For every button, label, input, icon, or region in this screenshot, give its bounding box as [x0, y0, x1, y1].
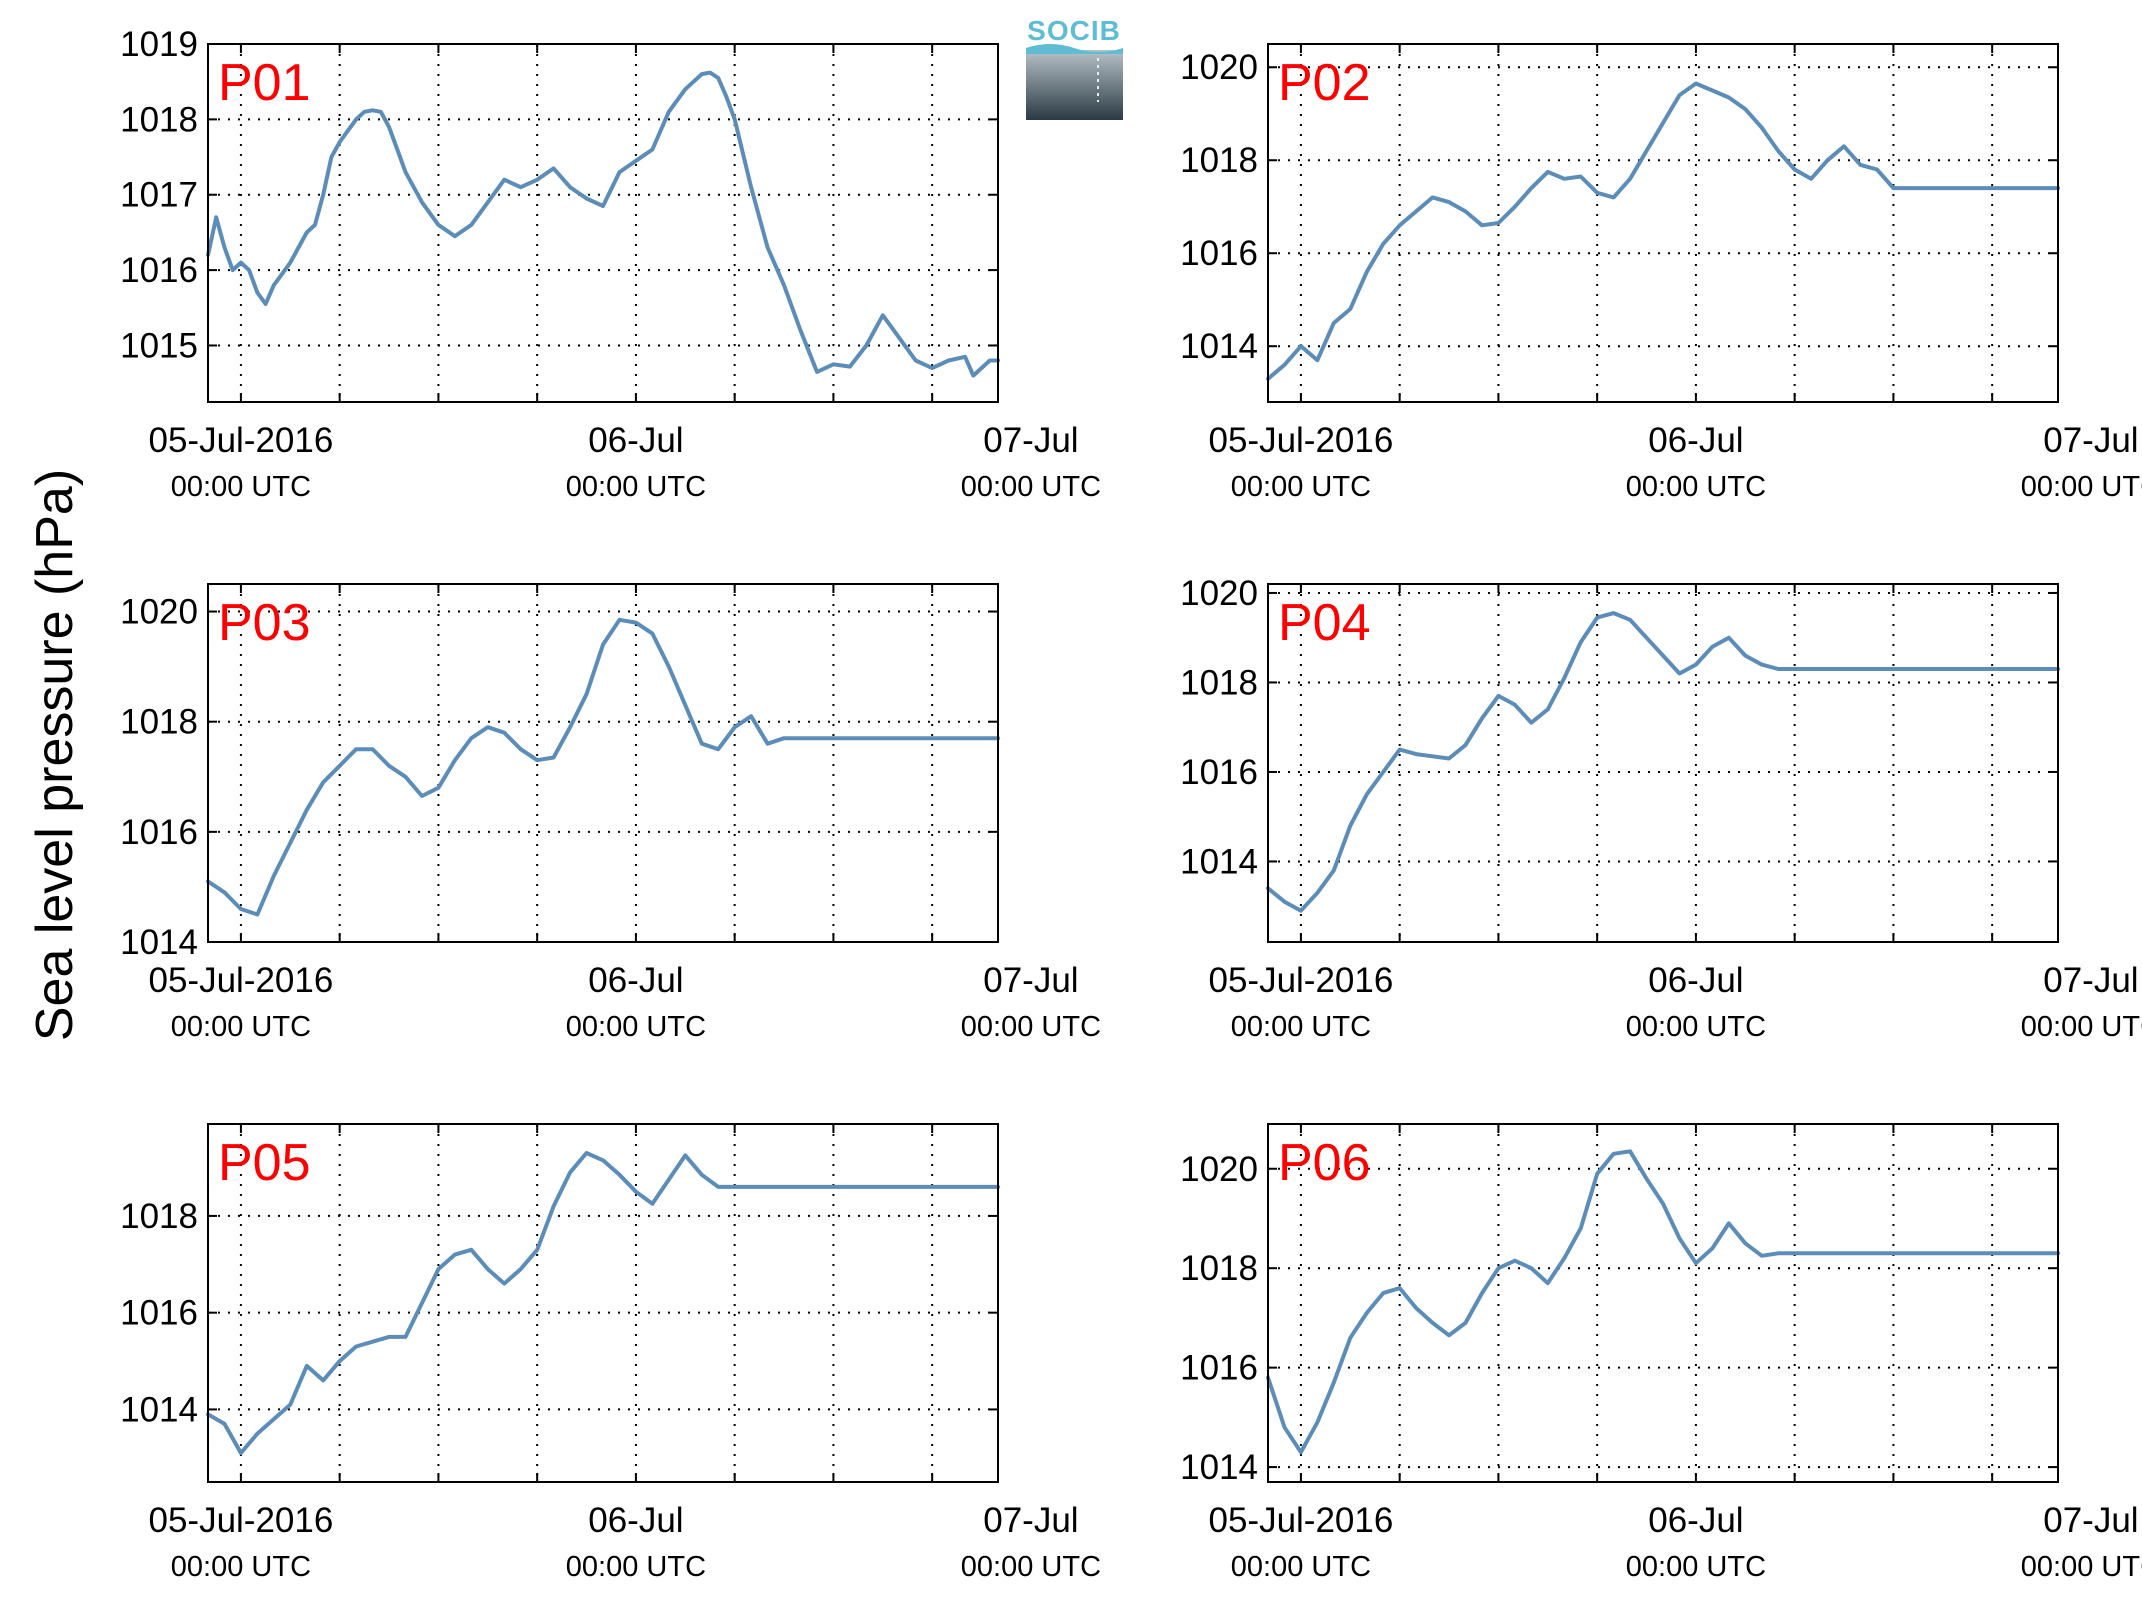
station-label: P03 [218, 594, 311, 652]
y-tick-label: 1018 [120, 703, 198, 742]
x-tick-time-label: 00:00 UTC [566, 1551, 706, 1583]
y-tick-label: 1014 [120, 1390, 198, 1429]
axes-frame [207, 43, 999, 403]
x-tick-date-label: 07-Jul [983, 421, 1078, 460]
series-line-p03 [206, 617, 1000, 917]
station-label: P02 [1278, 54, 1371, 112]
axes-frame [1267, 1123, 2059, 1483]
x-tick-date-label: 06-Jul [1648, 961, 1743, 1000]
y-tick-label: 1014 [120, 923, 198, 962]
x-tick-date-label: 07-Jul [983, 961, 1078, 1000]
y-tick-label: 1020 [1180, 1150, 1258, 1189]
x-tick-date-label: 05-Jul-2016 [1208, 421, 1393, 460]
x-tick-time-label: 00:00 UTC [2021, 471, 2142, 503]
y-tick-label: 1016 [120, 1294, 198, 1333]
x-tick-time-label: 00:00 UTC [566, 1011, 706, 1043]
x-tick-time-label: 00:00 UTC [171, 1551, 311, 1583]
logo-wave-icon [1026, 44, 1123, 54]
x-tick-date-label: 06-Jul [588, 961, 683, 1000]
x-tick-time-label: 00:00 UTC [961, 1011, 1101, 1043]
x-tick-date-label: 05-Jul-2016 [148, 421, 333, 460]
y-axis-label: Sea level pressure (hPa) [26, 469, 84, 1041]
station-label: P01 [218, 54, 311, 112]
x-tick-date-label: 07-Jul [983, 1501, 1078, 1540]
x-tick-date-label: 05-Jul-2016 [1208, 1501, 1393, 1540]
axes-frame [1267, 583, 2059, 943]
y-tick-label: 1020 [120, 593, 198, 632]
x-tick-date-label: 07-Jul [2043, 421, 2138, 460]
x-tick-time-label: 00:00 UTC [1626, 471, 1766, 503]
x-tick-time-label: 00:00 UTC [566, 471, 706, 503]
chart-panel-p06: 1014 1016 1018 1020 P06 05-Jul-2016 00:00 UTC 0… [1180, 1123, 2142, 1583]
series-line-p01 [206, 70, 1000, 378]
chart-panel-p02: 1014 1016 1018 1020 P02 05-Jul-2016 00:00 UTC 0… [1180, 43, 2142, 503]
x-tick-time-label: 00:00 UTC [171, 1011, 311, 1043]
chart-panel-p04: 1014 1016 1018 1020 P04 05-Jul-2016 00:00 UTC 0… [1180, 574, 2142, 1043]
series-line-p02 [1266, 81, 2060, 381]
x-tick-time-label: 00:00 UTC [171, 471, 311, 503]
y-tick-label: 1018 [1180, 141, 1258, 180]
chart-panel-p05: 1014 1016 1018 P05 05-Jul-2016 00:00 UTC 06-Ju… [120, 1123, 1101, 1583]
socib-logo: SOCIB [1026, 15, 1123, 120]
x-tick-time-label: 00:00 UTC [961, 1551, 1101, 1583]
y-tick-label: 1018 [120, 1197, 198, 1236]
x-tick-date-label: 05-Jul-2016 [148, 961, 333, 1000]
y-tick-label: 1016 [1180, 1349, 1258, 1388]
x-tick-time-label: 00:00 UTC [1626, 1011, 1766, 1043]
x-tick-time-label: 00:00 UTC [1231, 1011, 1371, 1043]
axes-frame [207, 1123, 999, 1483]
y-tick-label: 1019 [120, 25, 198, 64]
x-tick-date-label: 06-Jul [1648, 421, 1743, 460]
series-line-p06 [1266, 1149, 2060, 1455]
y-tick-label: 1016 [1180, 234, 1258, 273]
station-label: P05 [218, 1134, 311, 1192]
y-tick-label: 1018 [120, 100, 198, 139]
y-tick-label: 1020 [1180, 48, 1258, 87]
y-tick-label: 1016 [1180, 753, 1258, 792]
logo-text: SOCIB [1027, 15, 1121, 46]
station-label: P04 [1278, 594, 1371, 652]
x-tick-time-label: 00:00 UTC [2021, 1551, 2142, 1583]
y-tick-label: 1014 [1180, 327, 1258, 366]
x-tick-date-label: 07-Jul [2043, 961, 2138, 1000]
chart-panel-p01: 1015 1016 1017 1018 1019 P01 05-Jul-2016 00:00 … [120, 25, 1101, 503]
y-tick-label: 1020 [1180, 574, 1258, 613]
x-tick-time-label: 00:00 UTC [1231, 471, 1371, 503]
x-tick-date-label: 06-Jul [588, 1501, 683, 1540]
axes-frame [207, 583, 999, 943]
y-tick-label: 1014 [1180, 842, 1258, 881]
y-tick-label: 1015 [120, 326, 198, 365]
x-tick-time-label: 00:00 UTC [2021, 1011, 2142, 1043]
series-line-p04 [1266, 611, 2060, 913]
x-tick-date-label: 06-Jul [588, 421, 683, 460]
x-tick-time-label: 00:00 UTC [961, 471, 1101, 503]
x-tick-time-label: 00:00 UTC [1231, 1551, 1371, 1583]
y-tick-label: 1017 [120, 176, 198, 215]
x-tick-date-label: 05-Jul-2016 [148, 1501, 333, 1540]
panels: 1015 1016 1017 1018 1019 P01 05-Jul-2016 00:00 … [120, 25, 2142, 1583]
y-tick-label: 1018 [1180, 1249, 1258, 1288]
logo-wave-block [1026, 50, 1123, 120]
x-tick-time-label: 00:00 UTC [1626, 1551, 1766, 1583]
station-label: P06 [1278, 1134, 1371, 1192]
x-tick-date-label: 05-Jul-2016 [1208, 961, 1393, 1000]
axes-frame [1267, 43, 2059, 403]
series-line-p05 [206, 1151, 1000, 1455]
y-tick-label: 1016 [120, 813, 198, 852]
chart-panel-p03: 1014 1016 1018 1020 P03 05-Jul-2016 00:00 UTC 0… [120, 583, 1101, 1043]
y-tick-label: 1016 [120, 251, 198, 290]
y-tick-label: 1018 [1180, 663, 1258, 702]
y-tick-label: 1014 [1180, 1448, 1258, 1487]
x-tick-date-label: 07-Jul [2043, 1501, 2138, 1540]
x-tick-date-label: 06-Jul [1648, 1501, 1743, 1540]
y-axis-label-text: Sea level pressure (hPa) [26, 469, 84, 1041]
